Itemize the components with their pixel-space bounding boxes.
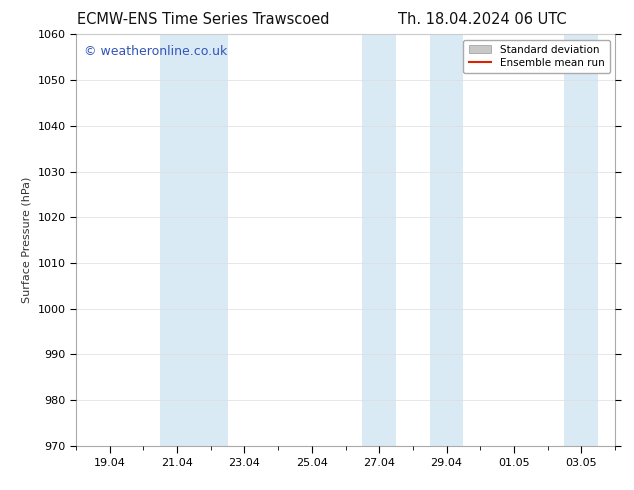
Bar xyxy=(564,34,598,446)
Bar xyxy=(160,34,228,446)
Bar xyxy=(430,34,463,446)
Text: Th. 18.04.2024 06 UTC: Th. 18.04.2024 06 UTC xyxy=(398,12,566,27)
Text: ECMW-ENS Time Series Trawscoed: ECMW-ENS Time Series Trawscoed xyxy=(77,12,329,27)
Text: © weatheronline.co.uk: © weatheronline.co.uk xyxy=(84,45,228,58)
Legend: Standard deviation, Ensemble mean run: Standard deviation, Ensemble mean run xyxy=(463,40,610,73)
Bar xyxy=(363,34,396,446)
Y-axis label: Surface Pressure (hPa): Surface Pressure (hPa) xyxy=(22,177,32,303)
